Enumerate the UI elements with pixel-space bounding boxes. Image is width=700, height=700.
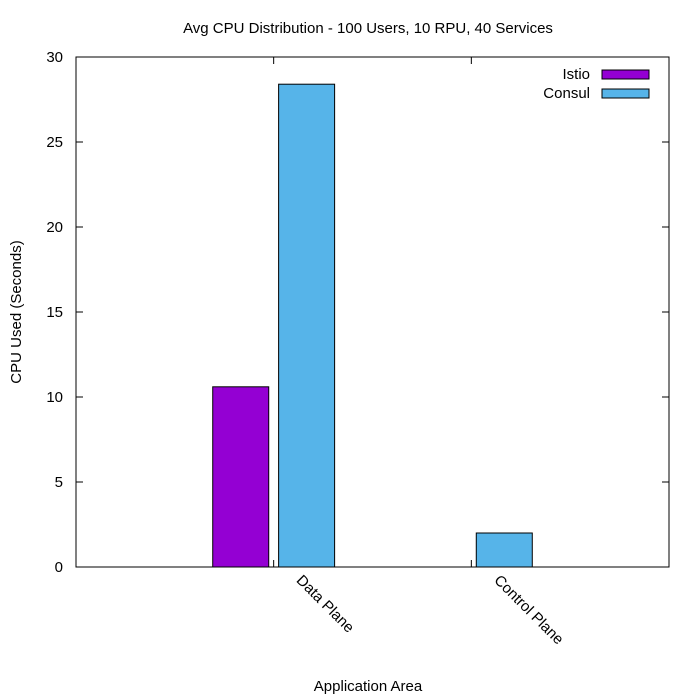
legend-swatch	[601, 69, 650, 80]
x-tick-label: Data Plane	[293, 572, 358, 637]
plot-border	[75, 56, 670, 568]
y-tick-label: 10	[46, 389, 63, 406]
y-tick-label: 25	[46, 134, 63, 151]
bar-consul-control-plane	[475, 532, 533, 568]
bars	[212, 83, 533, 568]
y-tick-label: 15	[46, 304, 63, 321]
y-axis: 0 5 10 15 20 25 30	[46, 49, 669, 576]
y-tick-label: 30	[46, 49, 63, 66]
y-axis-title: CPU Used (Seconds)	[8, 240, 25, 383]
legend-label: Istio	[562, 66, 590, 83]
x-tick-label: Control Plane	[491, 572, 567, 648]
legend-swatch	[601, 88, 650, 99]
y-tick-label: 0	[55, 559, 63, 576]
legend-label: Consul	[543, 85, 590, 102]
y-tick-label: 20	[46, 219, 63, 236]
bar-consul-data-plane	[278, 83, 336, 568]
x-axis-title: Application Area	[314, 678, 423, 695]
y-tick-label: 5	[55, 474, 63, 491]
legend: Istio Consul	[543, 66, 650, 102]
bar-istio-data-plane	[212, 386, 270, 568]
chart-title: Avg CPU Distribution - 100 Users, 10 RPU…	[183, 20, 553, 37]
